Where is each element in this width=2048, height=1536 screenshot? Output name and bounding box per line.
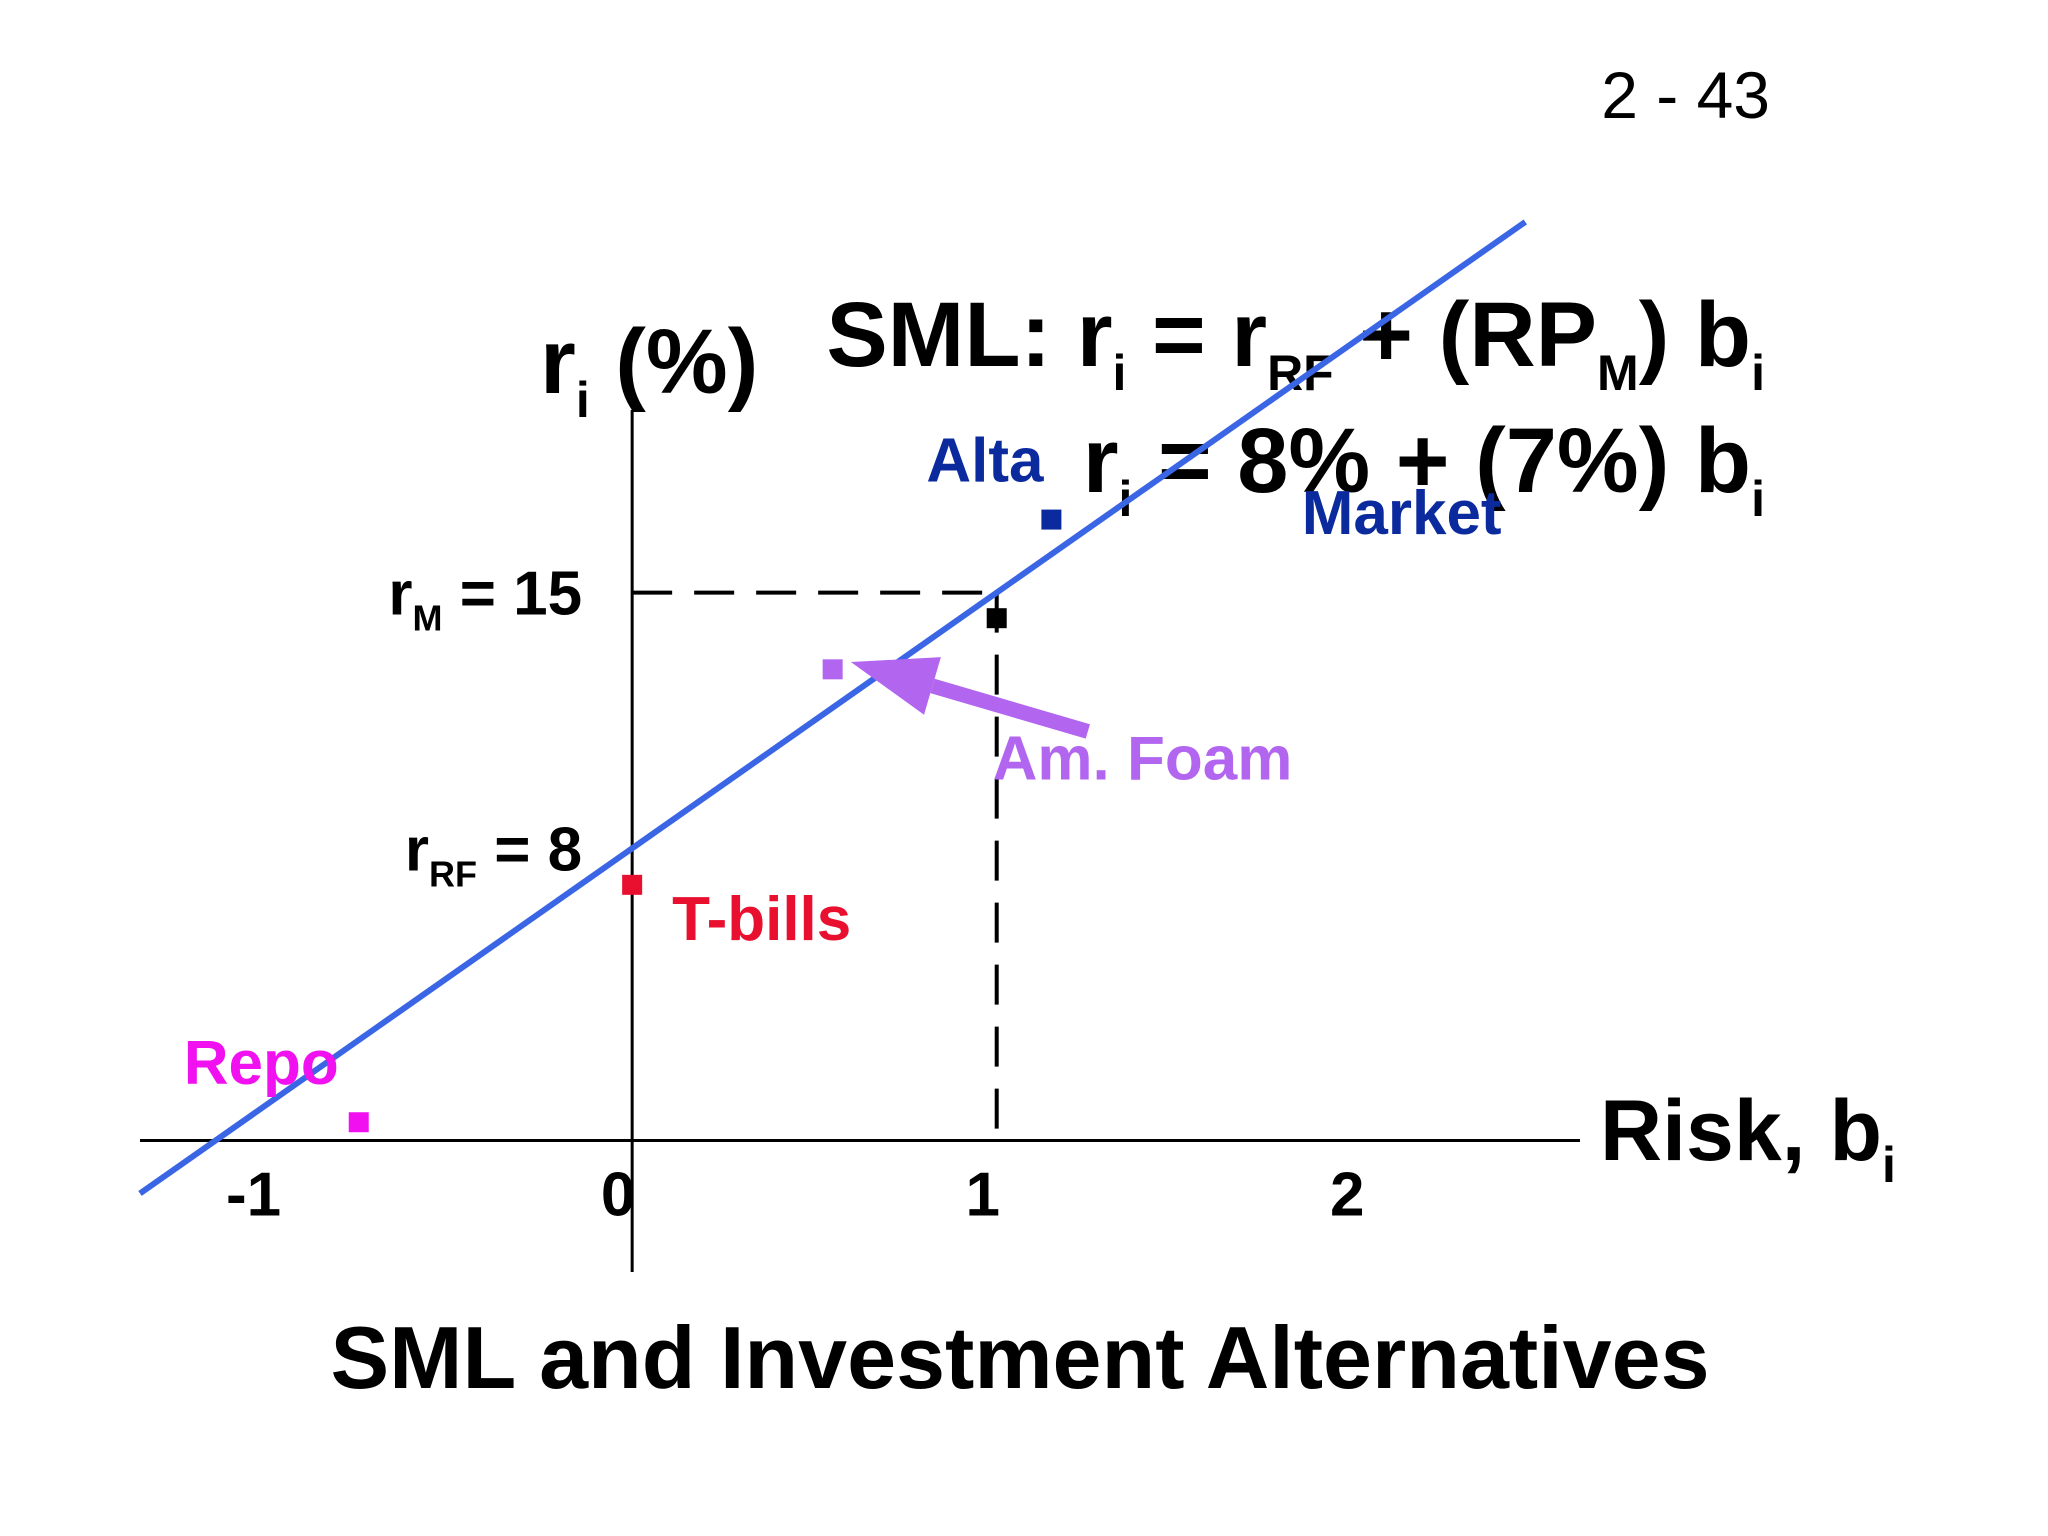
tbills-label: T-bills	[672, 885, 851, 954]
alta-label: Alta	[926, 427, 1044, 496]
repo-label: Repo	[184, 1029, 339, 1098]
am_foam-point	[822, 659, 843, 680]
rm-label: rM = 15	[388, 560, 582, 639]
sml-formula-line1: SML: ri = rRF + (RPM) bi	[826, 284, 1765, 401]
repo-point	[348, 1112, 369, 1133]
x-tick-label: 2	[1330, 1161, 1364, 1230]
x-tick-label: -1	[226, 1161, 281, 1230]
x-axis-label: Risk, bi	[1600, 1083, 1896, 1193]
market-point	[986, 608, 1007, 629]
sml-line	[138, 219, 1528, 1196]
tbills-point	[622, 874, 643, 895]
footer-title: SML and Investment Alternatives	[330, 1308, 1709, 1407]
market-label: Market	[1302, 479, 1502, 548]
am-foam-arrow-shaft	[930, 678, 1090, 739]
y-axis-label: ri (%)	[540, 311, 758, 428]
sml-chart: -1 0 1 2 rM = 15 rRF = 8 Alta Market Am. Foam T-b…	[138, 219, 1580, 1272]
x-tick-label: 1	[965, 1161, 999, 1230]
am_foam-label: Am. Foam	[993, 724, 1293, 793]
rrf-label: rRF = 8	[405, 815, 582, 894]
alta-point	[1041, 509, 1062, 530]
am-foam-arrow-head	[850, 657, 941, 715]
x-tick-label: 0	[601, 1161, 635, 1230]
slide-number: 2 - 43	[1601, 58, 1770, 132]
